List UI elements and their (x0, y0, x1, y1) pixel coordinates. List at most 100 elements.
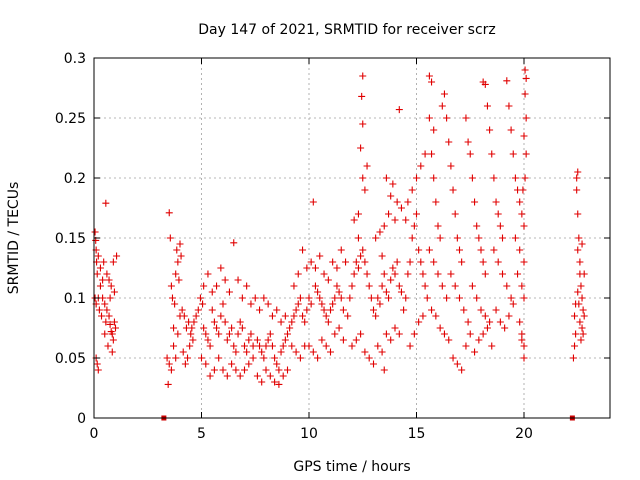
data-point (223, 372, 231, 380)
data-point (481, 312, 489, 320)
y-tick-label: 0.2 (64, 171, 86, 187)
data-point (204, 336, 212, 344)
y-tick-label: 0.3 (64, 51, 86, 67)
data-point (277, 318, 285, 326)
data-point (520, 294, 528, 302)
data-point (253, 336, 261, 344)
data-point (225, 288, 233, 296)
data-point (419, 312, 427, 320)
data-point (385, 210, 393, 218)
data-point (275, 366, 283, 374)
y-tick-label: 0.05 (55, 351, 86, 367)
data-point (507, 294, 515, 302)
data-point (372, 234, 380, 242)
data-point (316, 252, 324, 260)
data-point (264, 336, 272, 344)
data-point (333, 264, 341, 272)
data-point (451, 282, 459, 290)
data-point (256, 342, 264, 350)
data-point (189, 336, 197, 344)
data-point (391, 216, 399, 224)
data-point (521, 66, 529, 74)
data-point (305, 294, 313, 302)
data-point (359, 174, 367, 182)
data-point (521, 174, 529, 182)
data-point (277, 348, 285, 356)
data-point (271, 354, 279, 362)
data-point (428, 150, 436, 158)
data-point (314, 354, 322, 362)
data-point (234, 276, 242, 284)
data-point (112, 324, 119, 332)
data-point (477, 306, 485, 314)
data-point (447, 270, 455, 278)
data-point (337, 294, 345, 302)
data-point (106, 294, 114, 302)
data-point (575, 300, 583, 308)
data-point (264, 300, 272, 308)
data-point (249, 354, 257, 362)
data-point (370, 306, 377, 314)
data-point (91, 228, 99, 236)
data-point (406, 342, 414, 350)
data-point (578, 240, 586, 248)
data-point (387, 276, 395, 284)
data-point (516, 198, 524, 206)
data-point (200, 282, 208, 290)
data-point (505, 102, 513, 110)
data-point (522, 74, 530, 82)
data-point (393, 258, 401, 266)
data-point (288, 318, 296, 326)
data-point (404, 270, 412, 278)
data-point (311, 264, 319, 272)
data-point (380, 270, 388, 278)
data-point (415, 246, 423, 254)
data-point (266, 330, 274, 338)
data-point (354, 210, 362, 218)
data-point (363, 270, 371, 278)
data-point (576, 258, 584, 266)
data-point (327, 348, 334, 356)
data-point (359, 72, 367, 80)
data-point (391, 324, 399, 332)
data-point (307, 300, 315, 308)
x-tick-label: 10 (300, 426, 318, 442)
data-point (331, 330, 339, 338)
data-point (331, 294, 339, 302)
data-point (165, 360, 173, 368)
data-point (178, 306, 186, 314)
data-point (208, 288, 216, 296)
data-point (486, 318, 494, 326)
data-point (468, 282, 476, 290)
data-point (294, 300, 302, 308)
data-point (494, 258, 502, 266)
data-point (166, 234, 174, 242)
data-point (258, 348, 266, 356)
data-point (421, 150, 429, 158)
data-point (488, 342, 496, 350)
data-point (456, 294, 463, 302)
data-point (100, 258, 108, 266)
data-point (284, 366, 291, 374)
data-point (238, 324, 246, 332)
data-point (397, 288, 405, 296)
data-point (228, 360, 236, 368)
data-point (496, 318, 504, 326)
data-point (579, 330, 587, 338)
data-point (188, 324, 196, 332)
data-point (260, 354, 268, 362)
data-point (342, 258, 350, 266)
data-point (99, 276, 107, 284)
data-point (232, 348, 240, 356)
data-point (449, 354, 457, 362)
data-point (215, 354, 223, 362)
data-point (490, 174, 498, 182)
data-point (516, 246, 524, 254)
data-point (579, 306, 587, 314)
data-point (471, 198, 479, 206)
data-point (294, 270, 302, 278)
data-point (365, 354, 373, 362)
data-point (577, 282, 585, 290)
data-point (492, 306, 500, 314)
